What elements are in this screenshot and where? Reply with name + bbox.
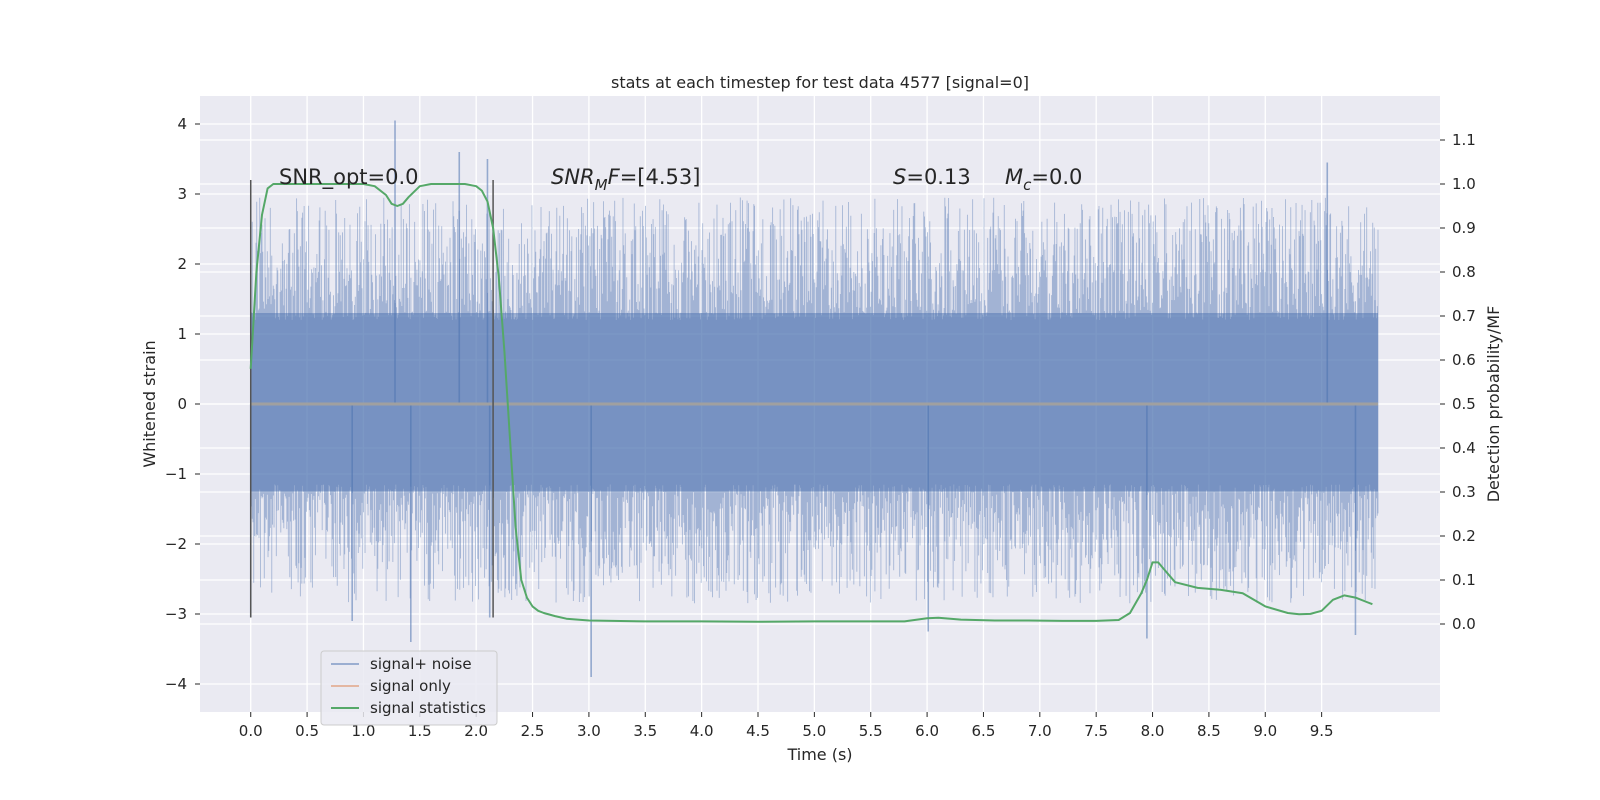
x-axis-ticks: 0.0 0.5 1.0 1.5 2.0 2.5 3.0 3.5 4.0 4.5 5.0 5.5 6.0 6… — [239, 712, 1334, 740]
x-tick-label: 3.5 — [633, 722, 657, 740]
x-tick-label: 1.0 — [352, 722, 376, 740]
signal-statistics-line — [249, 183, 1373, 623]
y2-tick-label: 0.2 — [1452, 527, 1476, 545]
x-tick-label: 1.5 — [408, 722, 432, 740]
annotation-mc: Mc=0.0 — [1005, 165, 1082, 194]
y-tick-label: 3 — [177, 185, 187, 203]
y-tick-label: −1 — [165, 465, 187, 483]
x-axis-label: Time (s) — [786, 745, 852, 764]
y2-tick-label: 1.1 — [1452, 131, 1476, 149]
y-tick-label: 4 — [177, 115, 187, 133]
y-axis-label: Whitened strain — [140, 340, 159, 467]
y-tick-label: −4 — [165, 675, 187, 693]
x-tick-label: 7.0 — [1028, 722, 1052, 740]
annotation-snr-opt: SNR_opt=0.0 — [279, 165, 419, 190]
y2-axis-ticks: 0.0 0.1 0.2 0.3 0.4 0.5 0.6 0.7 0.8 0.9 1.0 1.1 — [1440, 131, 1476, 633]
y2-tick-label: 0.4 — [1452, 439, 1476, 457]
chart-title: stats at each timestep for test data 457… — [611, 73, 1029, 92]
y2-tick-label: 0.9 — [1452, 219, 1476, 237]
x-tick-label: 2.5 — [521, 722, 545, 740]
annotation-s-label: S — [893, 165, 906, 189]
y-tick-label: −2 — [165, 535, 187, 553]
y-tick-label: 2 — [177, 255, 187, 273]
y2-axis-label: Detection probability/MF — [1484, 306, 1503, 503]
y-tick-label: −3 — [165, 605, 187, 623]
y-axis-ticks: −4 −3 −2 −1 0 1 2 3 4 — [165, 115, 200, 693]
y2-tick-label: 0.6 — [1452, 351, 1476, 369]
x-tick-label: 7.5 — [1084, 722, 1108, 740]
y-tick-label: 0 — [177, 395, 187, 413]
y2-tick-label: 0.5 — [1452, 395, 1476, 413]
y2-tick-label: 1.0 — [1452, 175, 1476, 193]
x-tick-label: 9.0 — [1253, 722, 1277, 740]
x-tick-label: 8.5 — [1197, 722, 1221, 740]
legend-label-signal-noise: signal+ noise — [370, 655, 472, 673]
vertical-markers — [249, 180, 494, 618]
annotation-s: S=0.13 — [893, 165, 971, 189]
x-tick-label: 9.5 — [1310, 722, 1334, 740]
y2-tick-label: 0.0 — [1452, 615, 1476, 633]
x-tick-label: 0.0 — [239, 722, 263, 740]
annotation-snr-mf-tail: F — [608, 165, 621, 189]
x-tick-label: 4.5 — [746, 722, 770, 740]
legend-label-signal-statistics: signal statistics — [370, 699, 486, 717]
annotation-mc-value: =0.0 — [1031, 165, 1082, 189]
x-tick-label: 6.5 — [972, 722, 996, 740]
annotation-snr-mf: SNRMF=[4.53] — [551, 165, 700, 194]
series-signal-statistics — [249, 183, 1373, 623]
y2-tick-label: 0.1 — [1452, 571, 1476, 589]
legend-label-signal-only: signal only — [370, 677, 451, 695]
x-tick-label: 6.0 — [915, 722, 939, 740]
x-tick-label: 5.0 — [802, 722, 826, 740]
annotation-snr-mf-value: =[4.53] — [620, 165, 701, 189]
legend: signal+ noise signal only signal statist… — [320, 650, 498, 726]
legend-box — [320, 650, 498, 726]
annotation-mc-sub: c — [1023, 176, 1032, 194]
x-tick-label: 5.5 — [859, 722, 883, 740]
x-tick-label: 0.5 — [295, 722, 319, 740]
y-tick-label: 1 — [177, 325, 187, 343]
annotation-mc-label: M — [1005, 165, 1023, 189]
y2-tick-label: 0.7 — [1452, 307, 1476, 325]
annotation-snr-mf-label: SNR — [551, 165, 595, 189]
x-tick-label: 4.0 — [690, 722, 714, 740]
y2-tick-label: 0.8 — [1452, 263, 1476, 281]
x-tick-label: 3.0 — [577, 722, 601, 740]
annotation-snr-mf-sub: M — [595, 176, 608, 194]
y2-tick-label: 0.3 — [1452, 483, 1476, 501]
series-signal-noise — [249, 120, 1379, 677]
noise-band — [250, 313, 1378, 492]
x-tick-label: 8.0 — [1141, 722, 1165, 740]
annotation-s-value: =0.13 — [906, 165, 970, 189]
x-tick-label: 2.0 — [464, 722, 488, 740]
